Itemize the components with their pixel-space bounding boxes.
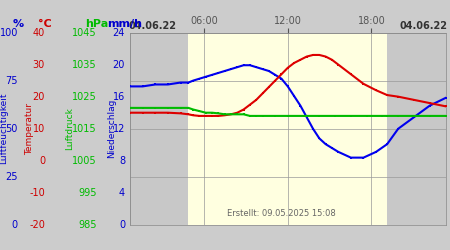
Text: 20: 20 (32, 92, 45, 102)
Text: 75: 75 (5, 76, 18, 86)
Text: 04.06.22: 04.06.22 (399, 20, 447, 30)
Text: hPa: hPa (85, 19, 108, 29)
Text: -20: -20 (29, 220, 45, 230)
Text: 30: 30 (33, 60, 45, 70)
Text: -10: -10 (29, 188, 45, 198)
Text: 20: 20 (112, 60, 125, 70)
Text: 10: 10 (33, 124, 45, 134)
Text: 1015: 1015 (72, 124, 97, 134)
Text: 985: 985 (78, 220, 97, 230)
Text: °C: °C (38, 19, 52, 29)
Text: 0: 0 (119, 220, 125, 230)
Text: 1035: 1035 (72, 60, 97, 70)
Text: 24: 24 (112, 28, 125, 38)
Text: 8: 8 (119, 156, 125, 166)
Text: Temperatur: Temperatur (25, 103, 34, 155)
Text: 1025: 1025 (72, 92, 97, 102)
Text: 0: 0 (39, 156, 45, 166)
Text: 0: 0 (12, 220, 18, 230)
Text: 04.06.22: 04.06.22 (128, 20, 176, 30)
Text: 995: 995 (78, 188, 97, 198)
Bar (189, 32, 387, 225)
Text: Erstellt: 09.05.2025 15:08: Erstellt: 09.05.2025 15:08 (227, 209, 336, 218)
Text: Luftfeuchtigkeit: Luftfeuchtigkeit (0, 93, 8, 164)
Text: 1045: 1045 (72, 28, 97, 38)
Text: 40: 40 (33, 28, 45, 38)
Text: 50: 50 (5, 124, 18, 134)
Text: 25: 25 (5, 172, 18, 182)
Text: Luftdruck: Luftdruck (65, 107, 74, 150)
Text: 16: 16 (113, 92, 125, 102)
Text: mm/h: mm/h (108, 19, 143, 29)
Text: 12: 12 (112, 124, 125, 134)
Text: 100: 100 (0, 28, 18, 38)
Text: Niederschlag: Niederschlag (107, 99, 116, 158)
Text: 1005: 1005 (72, 156, 97, 166)
Text: %: % (13, 19, 23, 29)
Text: 4: 4 (119, 188, 125, 198)
